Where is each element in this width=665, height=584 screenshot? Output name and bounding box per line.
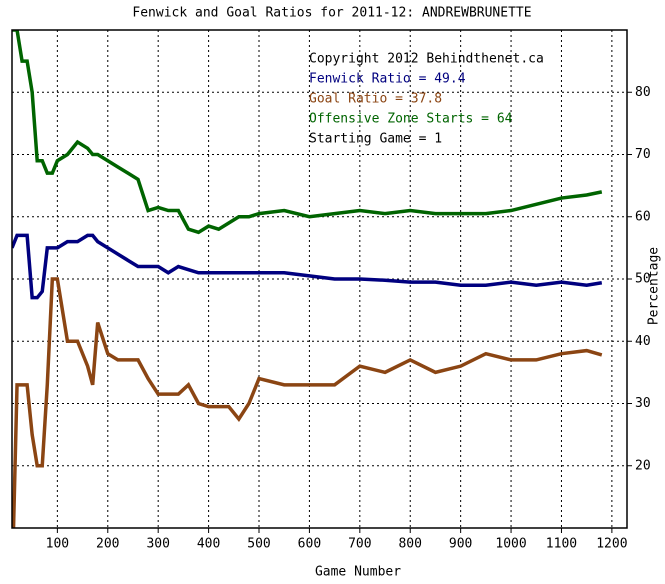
data-line bbox=[12, 30, 603, 235]
x-tick-label: 300 bbox=[146, 537, 169, 552]
x-tick-label: 900 bbox=[449, 537, 472, 552]
x-tick-label: 1100 bbox=[546, 537, 577, 552]
plot-area bbox=[12, 30, 603, 528]
y-tick-label: 20 bbox=[635, 458, 651, 473]
chart-title: Fenwick and Goal Ratios for 2011-12: AND… bbox=[132, 6, 531, 21]
x-tick-label: 400 bbox=[197, 537, 220, 552]
x-tick-label: 800 bbox=[398, 537, 421, 552]
y-axis-label: Percentage bbox=[647, 247, 662, 325]
x-tick-label: 1000 bbox=[495, 537, 526, 552]
legend-text: Copyright 2012 Behindthenet.ca bbox=[309, 52, 544, 67]
y-tick-label: 40 bbox=[635, 334, 651, 349]
x-axis-label: Game Number bbox=[315, 565, 401, 580]
legend-text: Fenwick Ratio = 49.4 bbox=[309, 72, 466, 87]
y-tick-label: 50 bbox=[635, 272, 651, 287]
x-tick-label: 200 bbox=[96, 537, 119, 552]
x-tick-label: 1200 bbox=[596, 537, 627, 552]
x-tick-label: 700 bbox=[348, 537, 371, 552]
x-tick-label: 100 bbox=[46, 537, 69, 552]
y-tick-label: 70 bbox=[635, 147, 651, 162]
x-tick-label: 600 bbox=[298, 537, 321, 552]
legend-text: Goal Ratio = 37.8 bbox=[309, 92, 442, 107]
legend-text: Starting Game = 1 bbox=[309, 132, 442, 147]
data-line bbox=[12, 233, 603, 300]
data-line bbox=[12, 277, 603, 528]
y-tick-label: 80 bbox=[635, 85, 651, 100]
legend-text: Offensive Zone Starts = 64 bbox=[309, 112, 513, 127]
y-tick-label: 30 bbox=[635, 396, 651, 411]
x-tick-label: 500 bbox=[247, 537, 270, 552]
y-tick-label: 60 bbox=[635, 209, 651, 224]
plot-frame bbox=[11, 29, 628, 529]
